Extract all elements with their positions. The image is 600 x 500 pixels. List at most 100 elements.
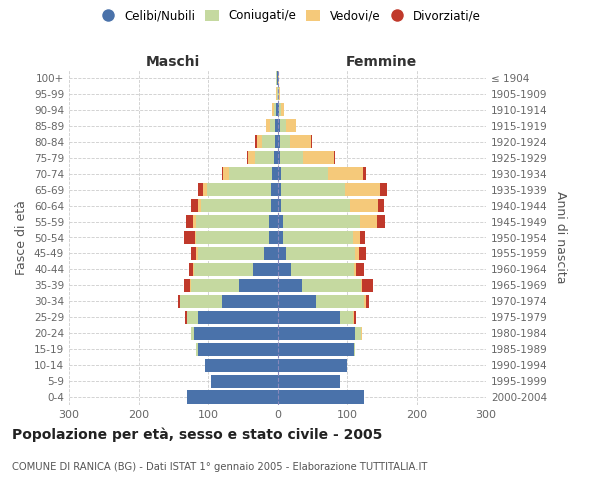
Bar bbox=[269, 231, 277, 244]
Bar bbox=[263, 247, 277, 260]
Y-axis label: Anni di nascita: Anni di nascita bbox=[554, 191, 567, 284]
Bar bbox=[277, 358, 347, 372]
Bar bbox=[302, 279, 361, 292]
Bar bbox=[180, 295, 222, 308]
Bar bbox=[191, 279, 239, 292]
Bar bbox=[366, 295, 369, 308]
Bar bbox=[275, 135, 277, 148]
Bar bbox=[283, 215, 359, 228]
Bar bbox=[277, 72, 278, 85]
Bar bbox=[281, 104, 284, 117]
Bar bbox=[247, 151, 248, 164]
Bar bbox=[279, 88, 280, 101]
Bar bbox=[356, 263, 364, 276]
Bar bbox=[280, 120, 286, 132]
Bar bbox=[311, 135, 312, 148]
Bar bbox=[316, 295, 364, 308]
Bar bbox=[277, 88, 278, 101]
Bar bbox=[364, 295, 366, 308]
Bar bbox=[334, 151, 335, 164]
Bar bbox=[276, 72, 277, 85]
Text: Femmine: Femmine bbox=[346, 55, 418, 69]
Bar bbox=[196, 342, 197, 355]
Bar bbox=[178, 295, 180, 308]
Bar bbox=[292, 263, 354, 276]
Bar bbox=[353, 310, 354, 324]
Bar bbox=[190, 279, 191, 292]
Bar bbox=[283, 231, 353, 244]
Bar bbox=[253, 263, 277, 276]
Bar bbox=[274, 104, 276, 117]
Bar bbox=[203, 183, 206, 196]
Bar bbox=[378, 199, 384, 212]
Bar bbox=[277, 183, 281, 196]
Bar bbox=[197, 342, 277, 355]
Bar bbox=[377, 215, 385, 228]
Bar bbox=[191, 247, 196, 260]
Bar bbox=[359, 231, 365, 244]
Bar bbox=[191, 326, 194, 340]
Bar bbox=[196, 231, 269, 244]
Bar bbox=[189, 263, 193, 276]
Bar bbox=[362, 279, 373, 292]
Bar bbox=[262, 135, 275, 148]
Bar bbox=[191, 199, 197, 212]
Bar bbox=[257, 135, 262, 148]
Bar bbox=[274, 151, 277, 164]
Bar bbox=[278, 88, 279, 101]
Bar bbox=[380, 183, 386, 196]
Bar bbox=[281, 199, 350, 212]
Bar bbox=[286, 120, 296, 132]
Bar bbox=[195, 231, 196, 244]
Bar bbox=[239, 279, 277, 292]
Bar bbox=[277, 279, 302, 292]
Bar bbox=[193, 263, 194, 276]
Bar bbox=[355, 247, 359, 260]
Bar bbox=[354, 342, 355, 355]
Bar bbox=[254, 151, 274, 164]
Bar bbox=[277, 295, 316, 308]
Bar bbox=[193, 215, 196, 228]
Bar bbox=[222, 167, 223, 180]
Bar bbox=[281, 183, 345, 196]
Bar bbox=[286, 247, 355, 260]
Bar bbox=[184, 279, 190, 292]
Bar bbox=[197, 199, 201, 212]
Bar bbox=[187, 390, 277, 404]
Bar bbox=[363, 167, 367, 180]
Bar bbox=[277, 374, 340, 388]
Bar bbox=[277, 247, 286, 260]
Bar bbox=[184, 231, 195, 244]
Bar bbox=[197, 247, 263, 260]
Bar bbox=[194, 326, 277, 340]
Bar bbox=[277, 215, 283, 228]
Bar bbox=[355, 326, 361, 340]
Bar bbox=[279, 104, 281, 117]
Bar bbox=[277, 390, 364, 404]
Bar bbox=[280, 135, 290, 148]
Bar bbox=[185, 310, 187, 324]
Bar bbox=[196, 215, 269, 228]
Bar bbox=[354, 263, 356, 276]
Bar bbox=[354, 310, 356, 324]
Bar bbox=[271, 199, 277, 212]
Bar bbox=[201, 199, 271, 212]
Bar bbox=[277, 151, 280, 164]
Bar bbox=[248, 151, 254, 164]
Bar bbox=[281, 167, 328, 180]
Bar bbox=[196, 247, 197, 260]
Bar bbox=[345, 183, 380, 196]
Bar bbox=[266, 120, 270, 132]
Bar bbox=[290, 135, 311, 148]
Bar bbox=[255, 135, 257, 148]
Bar bbox=[359, 215, 377, 228]
Bar bbox=[350, 199, 378, 212]
Bar bbox=[277, 167, 281, 180]
Bar bbox=[205, 358, 277, 372]
Bar bbox=[229, 167, 272, 180]
Bar bbox=[277, 231, 283, 244]
Bar bbox=[271, 183, 277, 196]
Bar bbox=[353, 231, 359, 244]
Bar bbox=[206, 183, 271, 196]
Bar bbox=[270, 120, 275, 132]
